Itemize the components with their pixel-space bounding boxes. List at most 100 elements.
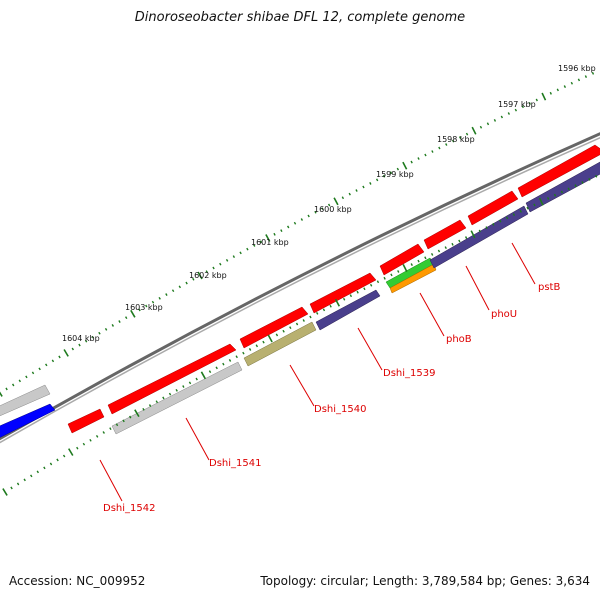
gene-label-dshi-1540[interactable]: Dshi_1540 xyxy=(314,404,366,415)
minor-tick xyxy=(382,174,386,178)
minor-tick xyxy=(115,423,119,427)
minor-tick xyxy=(255,344,259,348)
minor-tick xyxy=(389,171,393,175)
minor-tick xyxy=(286,225,290,229)
gene-arrow-forward[interactable] xyxy=(467,190,519,226)
minor-tick xyxy=(424,153,427,157)
minor-tick xyxy=(355,189,358,192)
gene-arrow-forward[interactable] xyxy=(423,219,467,250)
minor-tick xyxy=(30,474,33,478)
minor-tick xyxy=(104,327,108,331)
gene-arrow-forward[interactable] xyxy=(67,408,105,434)
minor-tick xyxy=(11,383,15,387)
scale-label-1600: 1600 kbp xyxy=(314,205,352,214)
minor-tick xyxy=(235,355,238,359)
minor-tick xyxy=(356,290,359,294)
minor-tick xyxy=(479,125,483,129)
minor-tick xyxy=(205,270,209,274)
minor-tick xyxy=(175,388,178,392)
gene-arrow-gray[interactable] xyxy=(0,384,51,418)
map-title: Dinoroseobacter shibae DFL 12, complete … xyxy=(134,10,466,25)
minor-tick xyxy=(246,247,249,251)
accession-text: Accession: NC_009952 xyxy=(9,574,146,588)
minor-tick xyxy=(514,108,518,112)
gene-arrow-forward[interactable] xyxy=(379,243,425,276)
minor-tick xyxy=(151,300,155,304)
minor-tick xyxy=(293,221,297,225)
minor-tick xyxy=(341,196,345,200)
minor-tick xyxy=(171,289,175,293)
minor-tick xyxy=(109,427,112,431)
major-tick xyxy=(68,448,74,456)
minor-tick xyxy=(162,396,165,400)
minor-tick xyxy=(581,181,584,184)
gene-label-dshi-1542[interactable]: Dshi_1542 xyxy=(103,503,155,514)
reverse-strand-genes xyxy=(0,161,600,440)
minor-tick xyxy=(289,326,292,330)
minor-tick xyxy=(445,143,448,146)
minor-tick xyxy=(528,102,531,105)
minor-tick xyxy=(327,203,331,207)
gene-arrow-forward[interactable] xyxy=(517,144,600,198)
minor-tick xyxy=(397,270,400,273)
gene-label-phoB[interactable]: phoB xyxy=(446,334,472,345)
minor-tick xyxy=(577,78,581,82)
gene-arrow-forward[interactable] xyxy=(239,306,309,349)
gene-label-pstB[interactable]: pstB xyxy=(538,282,560,293)
minor-tick xyxy=(98,331,101,335)
minor-tick xyxy=(222,362,225,366)
minor-tick xyxy=(122,419,125,423)
minor-tick xyxy=(5,387,8,391)
inner-scale-ticks xyxy=(2,174,598,496)
minor-tick xyxy=(38,367,41,371)
gene-arrow-olive[interactable] xyxy=(243,321,317,367)
minor-tick xyxy=(369,181,372,185)
minor-tick xyxy=(182,385,185,388)
minor-tick xyxy=(262,340,265,344)
minor-tick xyxy=(295,322,299,326)
minor-tick xyxy=(349,294,353,298)
major-tick xyxy=(267,334,273,343)
gene-arrow-forward[interactable] xyxy=(309,272,377,314)
gene-label-dshi-1539[interactable]: Dshi_1539 xyxy=(383,368,435,379)
gene-arrow-orange[interactable] xyxy=(389,263,437,294)
major-tick xyxy=(0,391,3,397)
gene-arrow-forward[interactable] xyxy=(107,343,237,415)
minor-tick xyxy=(56,458,59,462)
minor-tick xyxy=(71,347,75,351)
minor-tick xyxy=(142,407,145,411)
minor-tick xyxy=(521,105,524,109)
minor-tick xyxy=(500,115,504,119)
gene-label-phoU[interactable]: phoU xyxy=(491,309,517,320)
minor-tick xyxy=(158,296,161,300)
minor-tick xyxy=(396,167,400,171)
gene-arrow-gray[interactable] xyxy=(111,361,243,435)
minor-tick xyxy=(383,276,386,280)
major-tick xyxy=(130,309,136,318)
gene-arrow-reverse[interactable] xyxy=(525,161,600,213)
minor-tick xyxy=(485,226,488,230)
genome-summary-text: Topology: circular; Length: 3,789,584 bp… xyxy=(260,574,590,588)
minor-tick xyxy=(76,446,79,450)
minor-tick xyxy=(309,315,312,319)
minor-tick xyxy=(239,251,242,255)
minor-tick xyxy=(567,187,570,191)
minor-tick xyxy=(192,277,195,281)
scale-label-1598: 1598 kbp xyxy=(437,135,475,144)
minor-tick xyxy=(519,209,522,213)
minor-tick xyxy=(465,132,469,136)
minor-tick xyxy=(417,157,420,160)
forward-strand-genes xyxy=(0,144,600,434)
gene-arrow-reverse[interactable] xyxy=(315,289,381,331)
minor-tick xyxy=(259,240,263,244)
minor-tick xyxy=(451,139,455,143)
minor-tick xyxy=(417,259,420,263)
minor-tick xyxy=(212,266,215,270)
minor-tick xyxy=(89,438,92,442)
gene-label-dshi-1541[interactable]: Dshi_1541 xyxy=(209,458,261,469)
major-tick xyxy=(200,371,206,380)
major-tick xyxy=(471,126,477,135)
gene-arrow-blue[interactable] xyxy=(0,403,56,440)
minor-tick xyxy=(478,229,481,233)
minor-tick xyxy=(533,203,536,207)
